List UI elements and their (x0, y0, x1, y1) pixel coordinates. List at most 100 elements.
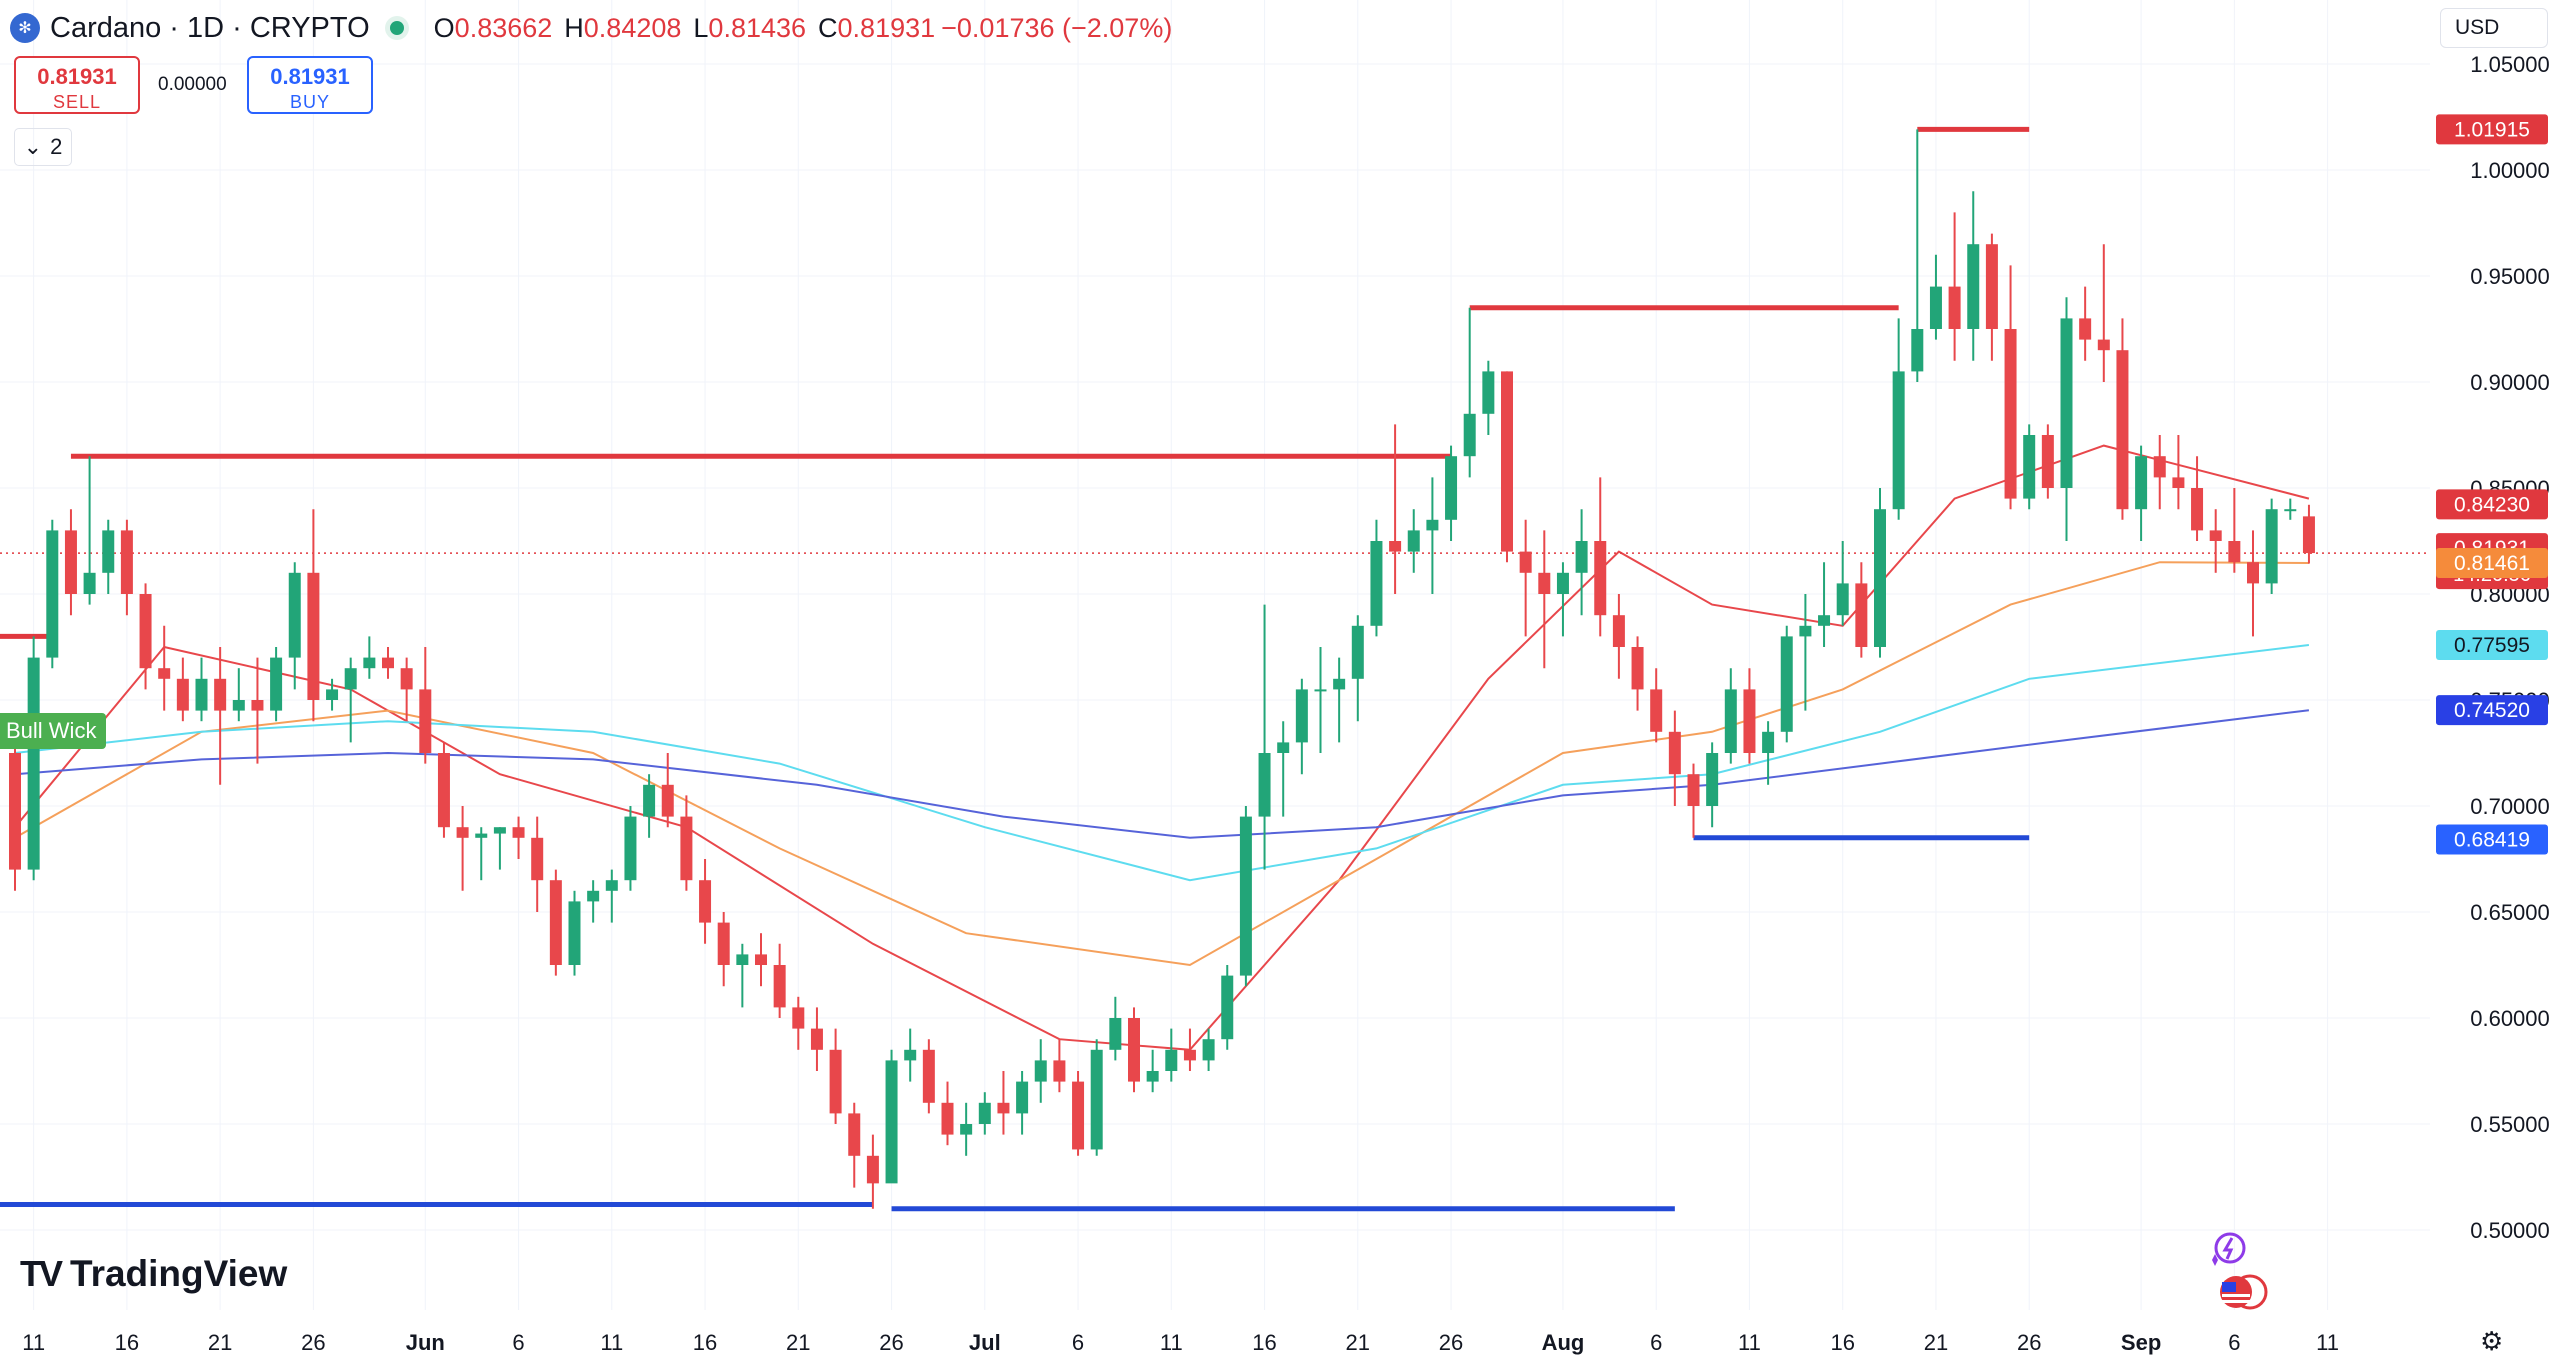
open-label: O (433, 12, 455, 43)
y-tick-label: 0.55000 (2470, 1112, 2550, 1137)
candle-body (2004, 329, 2017, 499)
candle-body (587, 890, 600, 902)
low-label: L (693, 12, 709, 43)
candle-body (978, 1102, 991, 1124)
candle-body (214, 678, 227, 711)
x-tick-label: 16 (115, 1330, 139, 1355)
candle-body (2191, 488, 2204, 531)
candle-body (531, 837, 544, 881)
candle-body (1911, 329, 1924, 372)
moving-average-line (14, 644, 2310, 882)
candle-body (2116, 350, 2129, 510)
x-tick-label: 21 (1346, 1330, 1370, 1355)
x-tick-label: 6 (512, 1330, 524, 1355)
price-badge-label: 0.81461 (2454, 552, 2530, 575)
candle-body (158, 668, 171, 679)
x-tick-label: 6 (2228, 1330, 2240, 1355)
brand-name: TradingView (70, 1253, 288, 1294)
cardano-icon: ✻ (10, 13, 40, 43)
candle-body (1314, 689, 1327, 692)
x-tick-label: 26 (301, 1330, 325, 1355)
candle-body (1706, 753, 1719, 806)
candle-body (1221, 975, 1234, 1040)
candle-body (866, 1155, 879, 1184)
candle-body (176, 678, 189, 711)
x-tick-label: 11 (1160, 1330, 1183, 1355)
currency-selector[interactable]: USD (2440, 8, 2548, 48)
candle-body (643, 784, 656, 817)
x-tick-label: 11 (1738, 1330, 1761, 1355)
tradingview-logo[interactable]: TV TradingView (20, 1253, 287, 1295)
x-tick-label: 26 (2017, 1330, 2041, 1355)
candle-body (549, 880, 562, 965)
candle-body (810, 1028, 823, 1050)
candle-body (2153, 456, 2166, 478)
y-tick-label: 0.60000 (2470, 1006, 2550, 1031)
x-tick-label: Aug (1542, 1330, 1585, 1355)
sell-button[interactable]: 0.81931 SELL (14, 56, 140, 114)
candle-body (1351, 625, 1364, 679)
moving-average-line (14, 561, 2309, 967)
candle-body (1277, 742, 1290, 753)
us-flag-icon[interactable] (2218, 1272, 2270, 1312)
candle-body (1743, 689, 1756, 753)
indicators-toggle[interactable]: ⌄ 2 (14, 128, 72, 166)
candle-body (2023, 435, 2036, 499)
candle-body (1389, 541, 1402, 552)
settings-gear-icon[interactable]: ⚙ (2480, 1326, 2504, 1356)
candle-body (400, 668, 413, 690)
x-tick-label: 21 (786, 1330, 810, 1355)
x-tick-label: 26 (879, 1330, 903, 1355)
candle-body (1295, 689, 1308, 743)
symbol-title[interactable]: Cardano · 1D · CRYPTO (50, 11, 370, 44)
price-badge-label: 0.68419 (2454, 829, 2530, 852)
candle-body (1183, 1049, 1196, 1061)
y-tick-label: 0.95000 (2470, 264, 2550, 289)
price-badge (2436, 548, 2548, 579)
buy-price: 0.81931 (270, 64, 350, 89)
candle-body (1855, 583, 1868, 647)
candle-body (2172, 477, 2185, 488)
candle-body (512, 827, 525, 838)
candle-body (1463, 413, 1476, 457)
candle-body (792, 1007, 805, 1029)
candle-body (251, 700, 264, 711)
buy-button[interactable]: 0.81931 BUY (247, 56, 373, 114)
candle-body (1687, 774, 1700, 806)
candle-body (2228, 541, 2241, 563)
candle-body (1762, 731, 1775, 753)
candle-body (997, 1102, 1010, 1114)
indicators-count: 2 (50, 134, 63, 159)
x-tick-label: 16 (1830, 1330, 1854, 1355)
candle-body (1501, 371, 1513, 552)
moving-average-line (14, 444, 2310, 1051)
market-status-icon (389, 21, 404, 35)
candle-body (1407, 530, 1420, 552)
y-tick-label: 0.70000 (2470, 794, 2550, 819)
candle-body (680, 816, 693, 881)
candle-body (232, 700, 245, 711)
candle-body (1426, 519, 1439, 531)
symbol-header: ✻ Cardano · 1D · CRYPTO O 0.83662 H 0.84… (10, 8, 1178, 48)
candle-body (1594, 541, 1607, 616)
candle-body (102, 530, 115, 573)
candle-body (1538, 572, 1551, 594)
price-badge-label: 1.01915 (2454, 118, 2530, 141)
candle-body (1445, 456, 1458, 520)
change-value: −0.01736 (−2.07%) (941, 12, 1173, 43)
candle-body (1258, 753, 1271, 817)
candle-body (1370, 541, 1383, 626)
sparkle-icon[interactable] (2206, 1230, 2248, 1272)
candle-body (1146, 1071, 1159, 1082)
candle-body (1967, 244, 1980, 329)
x-tick-label: 6 (1072, 1330, 1084, 1355)
candle-body (1072, 1081, 1085, 1150)
open-value: 0.83662 (454, 12, 553, 43)
y-tick-label: 0.90000 (2470, 370, 2550, 395)
candle-body (2284, 509, 2297, 512)
candle-body (1668, 731, 1681, 775)
price-badge (2436, 695, 2548, 726)
price-badge (2436, 489, 2548, 520)
candle-body (2265, 509, 2278, 584)
